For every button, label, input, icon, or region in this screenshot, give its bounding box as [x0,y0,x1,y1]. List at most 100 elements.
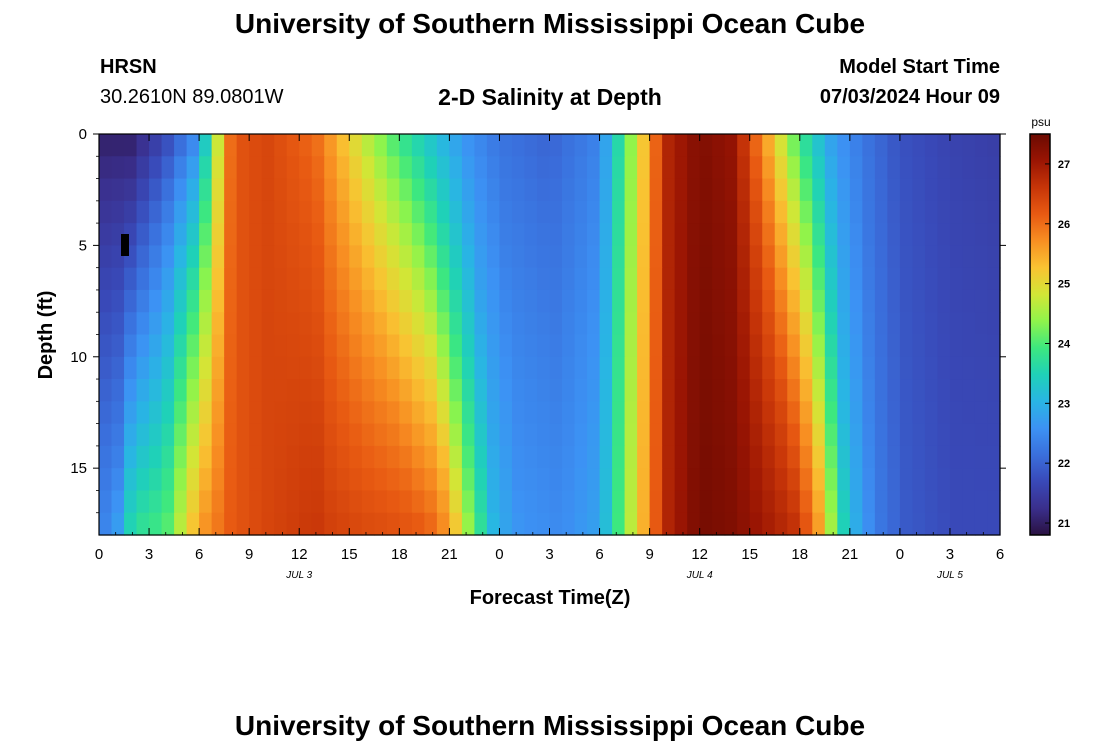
heatmap-cell [224,178,238,202]
heatmap-cell [562,512,576,536]
heatmap-cell [824,445,838,469]
heatmap-cell [249,423,263,447]
heatmap-cell [261,423,275,447]
heatmap-cell [136,312,150,336]
heatmap-cell [324,289,338,313]
heatmap-cell [261,245,275,269]
heatmap-cell [161,289,175,313]
heatmap-cell [149,245,163,269]
heatmap-cell [361,379,375,402]
heatmap-cell [974,356,989,380]
heatmap-cell [874,490,888,514]
heatmap-cell [499,468,513,492]
heatmap-cell [762,445,776,469]
heatmap-cell [574,468,588,492]
heatmap-cell [336,200,350,224]
heatmap-cell [549,156,563,180]
heatmap-cell [486,423,501,447]
heatmap-cell [486,267,501,291]
heatmap-cell [637,178,651,202]
colorbar-tick-label: 27 [1058,159,1070,171]
heatmap-cell [474,379,488,402]
heatmap-cell [974,267,989,291]
heatmap-cell [324,490,338,514]
heatmap-cell [124,512,138,536]
heatmap-cell [762,423,776,447]
heatmap-cell [862,334,876,358]
heatmap-cell [649,156,663,180]
heatmap-cell [124,267,138,291]
heatmap-cell [962,245,976,269]
heatmap-cell [687,490,701,514]
heatmap-cell [99,334,113,358]
heatmap-cell [574,379,588,402]
heatmap-cell [962,468,976,492]
heatmap-cell [674,490,688,514]
heatmap-cell [837,445,851,469]
heatmap-cell [386,200,400,224]
heatmap-cell [624,490,638,514]
heatmap-cell [987,134,1001,157]
heatmap-cell [399,401,413,425]
heatmap-cell [912,245,926,269]
heatmap-cell [787,200,801,224]
heatmap-cell [124,356,138,380]
heatmap-cell [111,289,125,313]
heatmap-cell [211,223,225,246]
heatmap-cell [599,468,613,492]
heatmap-cell [549,512,563,536]
heatmap-cell [699,334,713,358]
heatmap-cell [399,423,413,447]
heatmap-cell [161,267,175,291]
heatmap-cell [849,401,863,425]
heatmap-cell [511,490,526,514]
heatmap-cell [949,334,964,358]
heatmap-cell [436,156,450,180]
heatmap-cell [474,468,488,492]
heatmap-cell [236,379,250,402]
heatmap-cell [924,134,939,157]
heatmap-cell [812,445,826,469]
heatmap-cell [274,423,288,447]
heatmap-cell [99,490,113,514]
heatmap-cell [174,334,188,358]
heatmap-cell [587,245,601,269]
heatmap-cell [624,267,638,291]
heatmap-cell [624,134,638,157]
heatmap-cell [274,401,288,425]
heatmap-cell [687,156,701,180]
heatmap-cell [99,289,113,313]
heatmap-cell [699,356,713,380]
heatmap-cell [124,334,138,358]
heatmap-cell [336,379,350,402]
heatmap-cell [399,468,413,492]
heatmap-cell [336,401,350,425]
heatmap-cell [261,379,275,402]
heatmap-cell [562,267,576,291]
x-tick-label: 0 [896,546,904,563]
heatmap-cell [562,245,576,269]
heatmap-cell [737,468,751,492]
heatmap-cell [161,245,175,269]
heatmap-cell [286,468,300,492]
heatmap-cell [461,289,476,313]
heatmap-cell [899,200,913,224]
heatmap-cell [524,312,538,336]
heatmap-cell [361,200,375,224]
heatmap-cell [299,200,313,224]
heatmap-cell [236,423,250,447]
heatmap-cell [199,490,213,514]
colorbar-tick-label: 22 [1058,458,1070,470]
heatmap-cell [361,490,375,514]
heatmap-cell [574,401,588,425]
heatmap-cell [649,468,663,492]
heatmap-cell [824,267,838,291]
heatmap-cell [774,445,788,469]
heatmap-cell [862,356,876,380]
heatmap-cell [461,178,476,202]
heatmap-cell [286,490,300,514]
heatmap-cell [186,334,200,358]
heatmap-cell [974,200,989,224]
heatmap-cell [712,423,726,447]
heatmap-cell [511,223,526,246]
